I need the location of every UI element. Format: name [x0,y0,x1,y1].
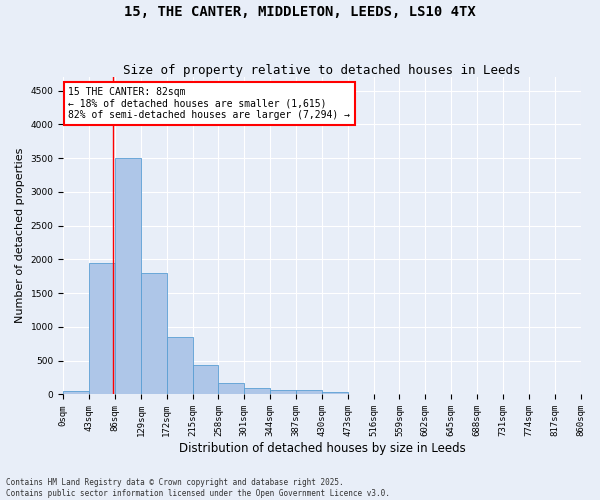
Bar [63,391,89,394]
Bar [115,158,141,394]
Bar [167,337,193,394]
Bar [244,388,270,394]
Text: Contains HM Land Registry data © Crown copyright and database right 2025.
Contai: Contains HM Land Registry data © Crown c… [6,478,390,498]
Text: 15, THE CANTER, MIDDLETON, LEEDS, LS10 4TX: 15, THE CANTER, MIDDLETON, LEEDS, LS10 4… [124,5,476,19]
Bar [218,383,244,394]
Bar [270,390,296,394]
Y-axis label: Number of detached properties: Number of detached properties [15,148,25,324]
Bar [296,390,322,394]
Bar [141,273,167,394]
Bar [89,263,115,394]
Bar [193,365,218,394]
X-axis label: Distribution of detached houses by size in Leeds: Distribution of detached houses by size … [179,442,465,455]
Title: Size of property relative to detached houses in Leeds: Size of property relative to detached ho… [123,64,521,77]
Text: 15 THE CANTER: 82sqm
← 18% of detached houses are smaller (1,615)
82% of semi-de: 15 THE CANTER: 82sqm ← 18% of detached h… [68,86,350,120]
Bar [322,392,348,394]
